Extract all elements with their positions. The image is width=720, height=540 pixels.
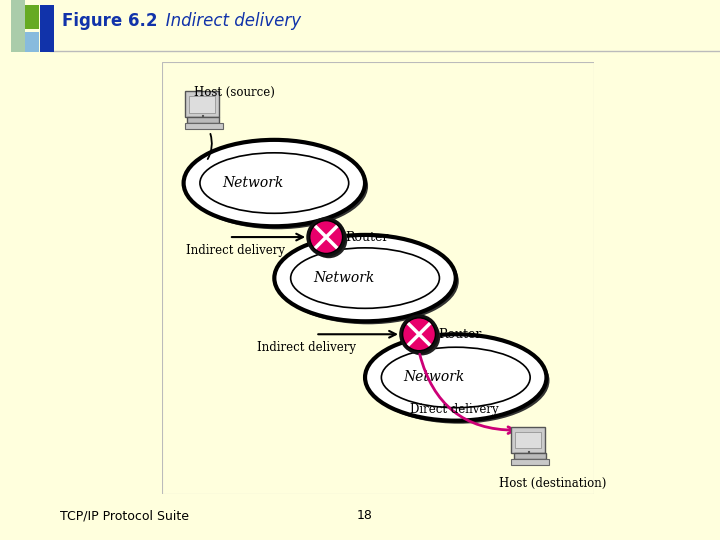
FancyBboxPatch shape xyxy=(513,453,546,458)
Text: Host (destination): Host (destination) xyxy=(499,477,606,490)
Ellipse shape xyxy=(368,338,549,424)
Circle shape xyxy=(403,318,440,355)
Text: 18: 18 xyxy=(357,509,373,522)
Ellipse shape xyxy=(277,238,459,325)
Ellipse shape xyxy=(274,235,456,321)
Bar xyxy=(189,96,215,113)
Bar xyxy=(516,432,541,448)
Text: Indirect delivery: Indirect delivery xyxy=(257,341,356,354)
Bar xyxy=(40,5,54,52)
Circle shape xyxy=(310,221,347,258)
Bar xyxy=(25,5,39,29)
Bar xyxy=(25,32,39,52)
Text: Indirect delivery: Indirect delivery xyxy=(150,12,301,30)
Text: Network: Network xyxy=(222,176,284,190)
Text: Figure 6.2: Figure 6.2 xyxy=(62,12,158,30)
Text: Direct delivery: Direct delivery xyxy=(410,403,499,416)
Ellipse shape xyxy=(186,143,368,230)
Ellipse shape xyxy=(200,153,348,213)
Ellipse shape xyxy=(382,347,530,408)
Text: Router: Router xyxy=(346,231,389,244)
Text: TCP/IP Protocol Suite: TCP/IP Protocol Suite xyxy=(60,509,189,522)
Circle shape xyxy=(310,221,343,253)
Text: Network: Network xyxy=(403,370,465,384)
FancyBboxPatch shape xyxy=(185,123,223,130)
FancyBboxPatch shape xyxy=(185,91,219,117)
Text: Network: Network xyxy=(312,271,374,285)
FancyBboxPatch shape xyxy=(511,427,545,453)
Bar xyxy=(11,0,25,52)
Circle shape xyxy=(402,318,436,350)
Text: Indirect delivery: Indirect delivery xyxy=(186,244,285,256)
FancyBboxPatch shape xyxy=(187,117,220,123)
Text: Host (source): Host (source) xyxy=(194,86,275,99)
Circle shape xyxy=(306,217,346,257)
FancyBboxPatch shape xyxy=(511,458,549,465)
Circle shape xyxy=(399,314,439,354)
Ellipse shape xyxy=(291,248,439,308)
Text: Router: Router xyxy=(438,328,482,341)
Ellipse shape xyxy=(184,140,365,226)
Ellipse shape xyxy=(365,334,546,421)
